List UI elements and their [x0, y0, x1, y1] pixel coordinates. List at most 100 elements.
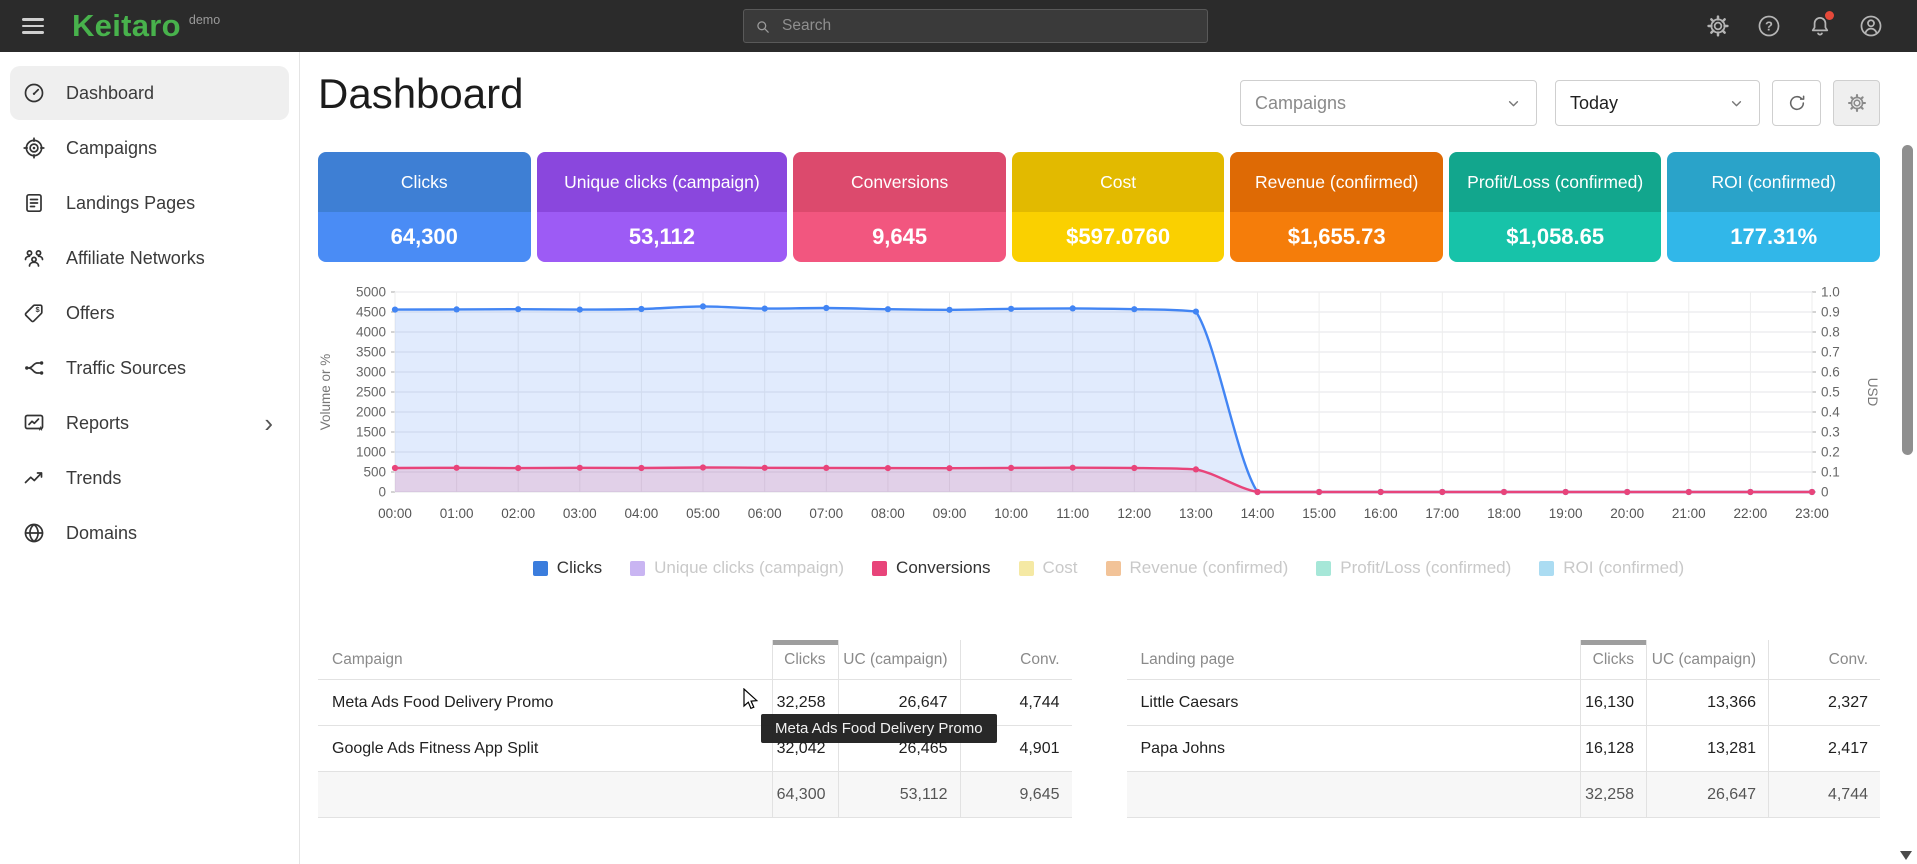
card-label: Conversions	[793, 152, 1006, 212]
row-name[interactable]: Papa Johns	[1126, 726, 1580, 772]
row-name[interactable]: Little Caesars	[1126, 680, 1580, 726]
sidebar-item-label: Traffic Sources	[66, 357, 187, 378]
page-icon	[22, 191, 46, 215]
card-label: Cost	[1011, 152, 1225, 212]
search-input[interactable]	[780, 16, 1197, 36]
svg-text:17:00: 17:00	[1425, 506, 1459, 521]
table-row: Little Caesars 16,130 13,366 2,327	[1126, 680, 1880, 726]
svg-text:0.8: 0.8	[1821, 325, 1840, 340]
table-row: Papa Johns 16,128 13,281 2,417	[1126, 726, 1880, 772]
sidebar-item-offers[interactable]: $ Offers	[10, 286, 289, 340]
totals-spacer	[318, 772, 772, 818]
legend-item-unique-clicks-campaign[interactable]: Unique clicks (campaign)	[630, 558, 844, 578]
svg-text:4500: 4500	[356, 305, 386, 320]
svg-text:14:00: 14:00	[1241, 506, 1275, 521]
row-value: 2,327	[1768, 680, 1880, 726]
row-value: 2,417	[1768, 726, 1880, 772]
card-value: 9,645	[793, 212, 1006, 262]
branch-icon	[22, 356, 46, 380]
svg-text:08:00: 08:00	[871, 506, 905, 521]
column-header-campaign[interactable]: Campaign	[318, 640, 772, 680]
totals-value: 64,300	[771, 772, 838, 818]
notifications-bell-icon[interactable]	[1807, 11, 1834, 39]
demo-badge: demo	[188, 13, 221, 27]
totals-value: 4,744	[1768, 772, 1880, 818]
sidebar-item-trends[interactable]: Trends	[10, 451, 289, 505]
dashboard-controls: Campaigns Today	[1240, 80, 1880, 126]
card-label: ROI (confirmed)	[1667, 152, 1880, 212]
svg-text:04:00: 04:00	[625, 506, 659, 521]
landing-pages-table: Landing page Clicks UC (campaign) Conv. Litt…	[1126, 640, 1880, 818]
totals-value: 53,112	[837, 772, 960, 818]
refresh-button[interactable]	[1772, 80, 1821, 126]
sidebar-item-traffic-sources[interactable]: Traffic Sources	[10, 341, 289, 395]
legend-item-conversions[interactable]: Conversions	[872, 558, 991, 578]
column-header-uc-campaign[interactable]: UC (campaign)	[837, 640, 960, 680]
svg-text:1000: 1000	[356, 445, 386, 460]
legend-item-cost[interactable]: Cost	[1018, 558, 1078, 578]
svg-text:16:00: 16:00	[1364, 506, 1398, 521]
chevron-down-icon	[1728, 95, 1745, 112]
sidebar-item-dashboard[interactable]: Dashboard	[10, 66, 289, 120]
table-row: Google Ads Fitness App Split 32,042 26,465…	[318, 726, 1072, 772]
account-icon[interactable]	[1858, 13, 1884, 39]
svg-text:*: *	[38, 425, 43, 435]
column-header-clicks[interactable]: Clicks	[1580, 640, 1646, 680]
stat-card-unique-clicks-campaign[interactable]: Unique clicks (campaign) 53,112	[536, 152, 788, 262]
stat-card-cost[interactable]: Cost $597.0760	[1011, 152, 1225, 262]
sidebar-item-domains[interactable]: Domains	[10, 506, 289, 560]
column-header-conv[interactable]: Conv.	[1768, 640, 1880, 680]
svg-text:3500: 3500	[356, 345, 386, 360]
row-value: 26,465	[837, 726, 960, 772]
sidebar-item-campaigns[interactable]: Campaigns	[10, 121, 289, 175]
search-box	[743, 9, 1208, 43]
svg-text:19:00: 19:00	[1549, 506, 1583, 521]
svg-text:23:00: 23:00	[1795, 506, 1829, 521]
column-header-uc-campaign[interactable]: UC (campaign)	[1646, 640, 1768, 680]
svg-text:0.6: 0.6	[1821, 365, 1840, 380]
legend-swatch	[1316, 560, 1332, 576]
settings-gear-icon[interactable]	[1705, 13, 1731, 39]
campaigns-filter-value: Campaigns	[1255, 92, 1347, 113]
legend-item-profit-loss-confirmed[interactable]: Profit/Loss (confirmed)	[1316, 558, 1511, 578]
legend-item-clicks[interactable]: Clicks	[532, 558, 602, 578]
help-icon[interactable]: ?	[1756, 13, 1782, 39]
legend-item-roi-confirmed[interactable]: ROI (confirmed)	[1539, 558, 1684, 578]
card-label: Profit/Loss (confirmed)	[1448, 152, 1662, 212]
legend-swatch	[532, 560, 548, 576]
stat-card-clicks[interactable]: Clicks 64,300	[318, 152, 531, 262]
legend-swatch	[630, 560, 646, 576]
sidebar-item-label: Landings Pages	[66, 192, 196, 213]
chart-legend: Clicks Unique clicks (campaign) Conversion…	[300, 558, 1917, 578]
column-header-landing-page[interactable]: Landing page	[1126, 640, 1580, 680]
menu-icon[interactable]	[22, 14, 44, 38]
campaigns-filter-select[interactable]: Campaigns	[1240, 80, 1537, 126]
app-logo[interactable]: Keitaro	[72, 8, 181, 43]
date-range-select[interactable]: Today	[1555, 80, 1760, 126]
stat-card-conversions[interactable]: Conversions 9,645	[793, 152, 1006, 262]
sidebar-item-affiliate-networks[interactable]: Affiliate Networks	[10, 231, 289, 285]
legend-item-revenue-confirmed[interactable]: Revenue (confirmed)	[1105, 558, 1288, 578]
row-name[interactable]: Google Ads Fitness App Split	[318, 726, 772, 772]
search-icon	[754, 18, 771, 35]
sidebar-item-reports[interactable]: * Reports ›	[10, 396, 289, 450]
stat-card-roi-confirmed[interactable]: ROI (confirmed) 177.31%	[1667, 152, 1880, 262]
stat-card-profit-loss-confirmed[interactable]: Profit/Loss (confirmed) $1,058.65	[1448, 152, 1662, 262]
sidebar-item-landings-pages[interactable]: Landings Pages	[10, 176, 289, 230]
scrollbar-thumb[interactable]	[1902, 145, 1913, 455]
stat-card-revenue-confirmed[interactable]: Revenue (confirmed) $1,655.73	[1230, 152, 1443, 262]
svg-text:2000: 2000	[356, 405, 386, 420]
row-name[interactable]: Meta Ads Food Delivery Promo	[318, 680, 772, 726]
scroll-down-arrow[interactable]	[1900, 851, 1912, 860]
svg-text:0.2: 0.2	[1821, 445, 1840, 460]
column-header-conv[interactable]: Conv.	[959, 640, 1072, 680]
svg-text:500: 500	[363, 465, 386, 480]
row-tooltip: Meta Ads Food Delivery Promo	[761, 714, 997, 743]
svg-text:07:00: 07:00	[809, 506, 843, 521]
column-header-clicks[interactable]: Clicks	[771, 640, 838, 680]
table-row: Meta Ads Food Delivery Promo 32,258 26,647…	[318, 680, 1072, 726]
svg-text:0.3: 0.3	[1821, 425, 1840, 440]
svg-text:05:00: 05:00	[686, 506, 720, 521]
totals-value: 26,647	[1646, 772, 1768, 818]
dashboard-settings-button[interactable]	[1833, 80, 1880, 126]
